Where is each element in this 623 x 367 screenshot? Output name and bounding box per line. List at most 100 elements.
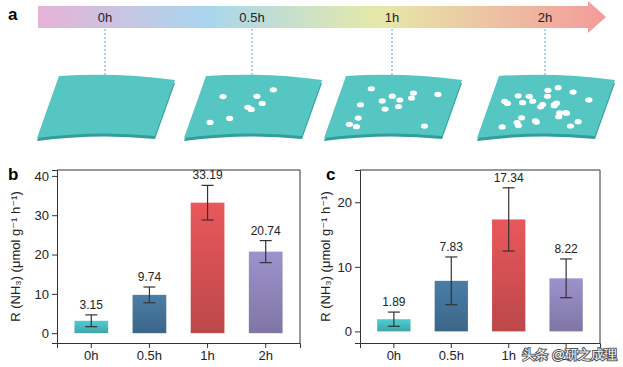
x-tick: 1h [200,343,214,363]
guide-line [105,29,106,76]
plot-marks [377,188,583,332]
data-label: 17.34 [494,171,524,185]
y-axis: 010203040 [35,169,58,344]
y-tick-mark [52,176,57,177]
error-bar-stem [451,257,452,305]
sheet [184,75,322,141]
y-axis: 0 10 20 [338,171,361,344]
sheet-surface [184,75,322,138]
pore [379,98,386,103]
pore [539,102,546,107]
pore [353,124,360,129]
x-tick: 0h [387,343,401,363]
pore [585,97,592,102]
x-tick: 0h [84,343,98,363]
frame-top [57,170,300,171]
error-bar [388,312,400,326]
error-bar-stem [265,241,266,263]
sheet-surface [37,75,175,138]
error-bar-cap [143,286,155,287]
y-tick-mark [52,294,57,295]
error-bar-cap [143,302,155,303]
error-bar [202,185,214,220]
watermark: 头条 @研之成理 [522,347,617,362]
x-tick-label: 0.5h [439,348,464,363]
error-bar-cap [503,187,515,188]
pore [421,123,428,128]
y-tick-label: 0 [345,324,352,339]
y-tick: 0 [42,326,57,341]
error-bar-stem [149,287,150,303]
pore [357,102,364,107]
sheet-surface [324,75,462,138]
y-axis-line [355,171,361,344]
chart-panel: 0102030400h0.5h1h2h3.159.7433.1920.74R (… [8,165,301,363]
sheet [324,75,462,141]
frame-top [360,170,600,171]
pore [533,120,540,125]
sheet [37,75,175,141]
pore [519,100,526,105]
data-label: 1.89 [382,295,406,309]
y-tick-label: 10 [338,259,352,274]
y-tick: 10 [338,259,360,274]
pore [544,94,551,99]
figure: a0h0.5h1h2h0102030400h0.5h1h2h3.159.7433… [0,0,623,367]
y-tick-mark [52,255,57,256]
pore [567,123,574,128]
timeline-arrow [38,1,606,33]
pore [408,96,415,101]
y-tick: 0 [345,324,360,339]
error-bar-stem [207,185,208,220]
y-tick-mark [52,333,57,334]
pore [501,99,508,104]
data-label: 20.74 [251,224,281,238]
x-tick-label: 0h [84,348,98,363]
pore [499,124,506,129]
y-tick: 20 [338,195,360,210]
bar [249,252,283,334]
time-label: 0.5h [239,10,264,25]
error-bar [503,188,515,251]
pore [563,111,570,116]
error-bar-stem [508,188,509,251]
y-tick: 10 [35,287,57,302]
x-tick: 2h [258,343,272,363]
error-bar-cap [202,219,214,220]
error-bar-cap [388,326,400,327]
data-label: 9.74 [138,270,162,284]
y-tick-label: 40 [35,169,49,184]
error-bar-cap [260,240,272,241]
pore [253,94,260,99]
error-bar-cap [260,262,272,263]
error-bar-cap [85,326,97,327]
pore [259,101,266,106]
panel-label: a [8,5,18,24]
y-tick-mark [355,331,360,332]
pore [562,110,569,115]
pore [518,115,525,120]
x-tick: 0.5h [439,343,464,363]
panel-label: b [8,165,18,184]
error-bar [143,287,155,303]
x-tick-label: 0h [387,348,401,363]
error-bar [560,259,572,298]
chart-panel: 010200h0.5h1h2h1.897.8317.348.22R (NH₃) … [318,165,601,363]
frame-right [300,170,301,343]
y-tick-mark [355,267,360,268]
pore [551,103,558,108]
y-tick-mark [355,202,360,203]
plot-marks [74,185,282,333]
pore [410,91,417,96]
error-bar [85,315,97,327]
pore [226,116,233,121]
error-bar-cap [445,304,457,305]
pore [555,114,562,119]
error-bar-cap [202,185,214,186]
y-tick-label: 0 [42,326,49,341]
data-label: 8.22 [554,242,578,256]
y-tick-label: 30 [35,208,49,223]
y-axis-title: R (NH₃) (μmol g⁻¹ h⁻¹) [318,191,333,322]
y-axis-line [52,171,58,344]
sheet [477,75,615,141]
